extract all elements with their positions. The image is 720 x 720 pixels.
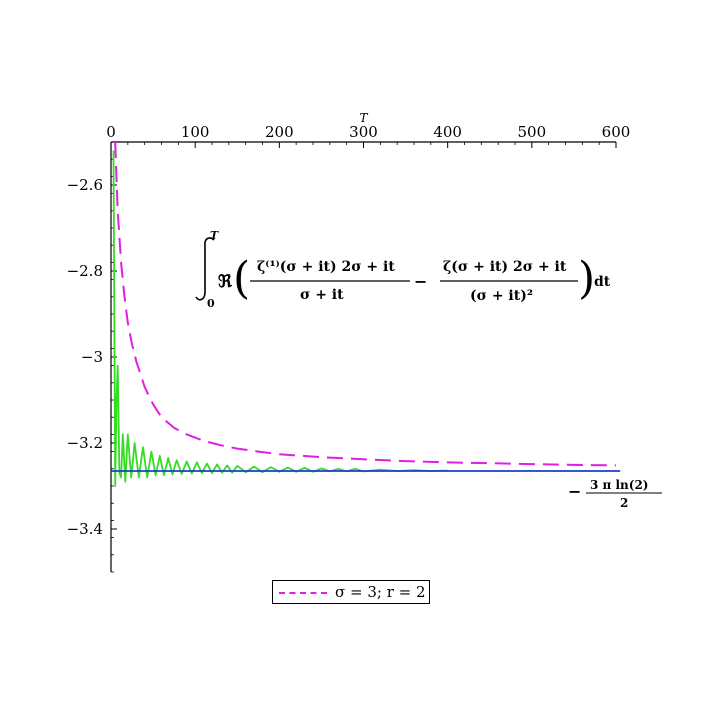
x-tick-label: 400 — [433, 123, 462, 141]
fraction2-denominator: (σ + it)² — [470, 288, 533, 304]
series-layer — [111, 141, 621, 487]
integral-annotation: T 0 ℜ ( ζ⁽¹⁾(σ + it) 2σ + it σ + it − ζ(… — [195, 229, 611, 310]
asymptote-minus: − — [568, 482, 581, 501]
axes — [110, 141, 617, 573]
y-tick-label: −3.2 — [67, 434, 103, 452]
fraction1-numerator: ζ⁽¹⁾(σ + it) 2σ + it — [257, 259, 395, 275]
x-axis-title: T — [359, 111, 368, 125]
legend: σ = 3; r = 2 — [272, 580, 430, 604]
tick-labels: 0 100 200 300 400 500 600 −2.6 −2.8 −3 −3.2 −3.4 — [67, 123, 631, 538]
fraction2-numerator: ζ(σ + it) 2σ + it — [443, 259, 567, 275]
green-oscillating-series — [112, 150, 448, 487]
right-paren: ) — [578, 253, 595, 304]
left-paren: ( — [233, 253, 250, 304]
integral-sign — [195, 237, 215, 301]
y-tick-label: −3.4 — [67, 520, 103, 538]
minus-sign: − — [414, 272, 427, 291]
integral-lower-limit: 0 — [207, 297, 215, 310]
magenta-dashed-series — [114, 141, 617, 467]
asymptote-denominator: 2 — [620, 496, 628, 510]
y-tick-label: −3 — [81, 348, 103, 366]
x-tick-label: 200 — [265, 123, 294, 141]
y-tick-label: −2.6 — [67, 176, 103, 194]
x-tick-label: 100 — [181, 123, 210, 141]
legend-swatch-dashed — [279, 592, 327, 594]
x-tick-label: 600 — [602, 123, 631, 141]
integral-upper-limit: T — [210, 229, 219, 242]
legend-label: σ = 3; r = 2 — [335, 583, 426, 601]
differential: dt — [594, 274, 611, 290]
real-part-symbol: ℜ — [218, 272, 233, 292]
y-tick-label: −2.8 — [67, 262, 103, 280]
x-tick-label: 0 — [106, 123, 116, 141]
x-tick-label: 300 — [349, 123, 378, 141]
asymptote-label: − 3 π ln(2) 2 — [568, 478, 662, 510]
x-tick-label: 500 — [518, 123, 547, 141]
asymptote-numerator: 3 π ln(2) — [590, 478, 648, 492]
fraction1-denominator: σ + it — [300, 287, 344, 303]
